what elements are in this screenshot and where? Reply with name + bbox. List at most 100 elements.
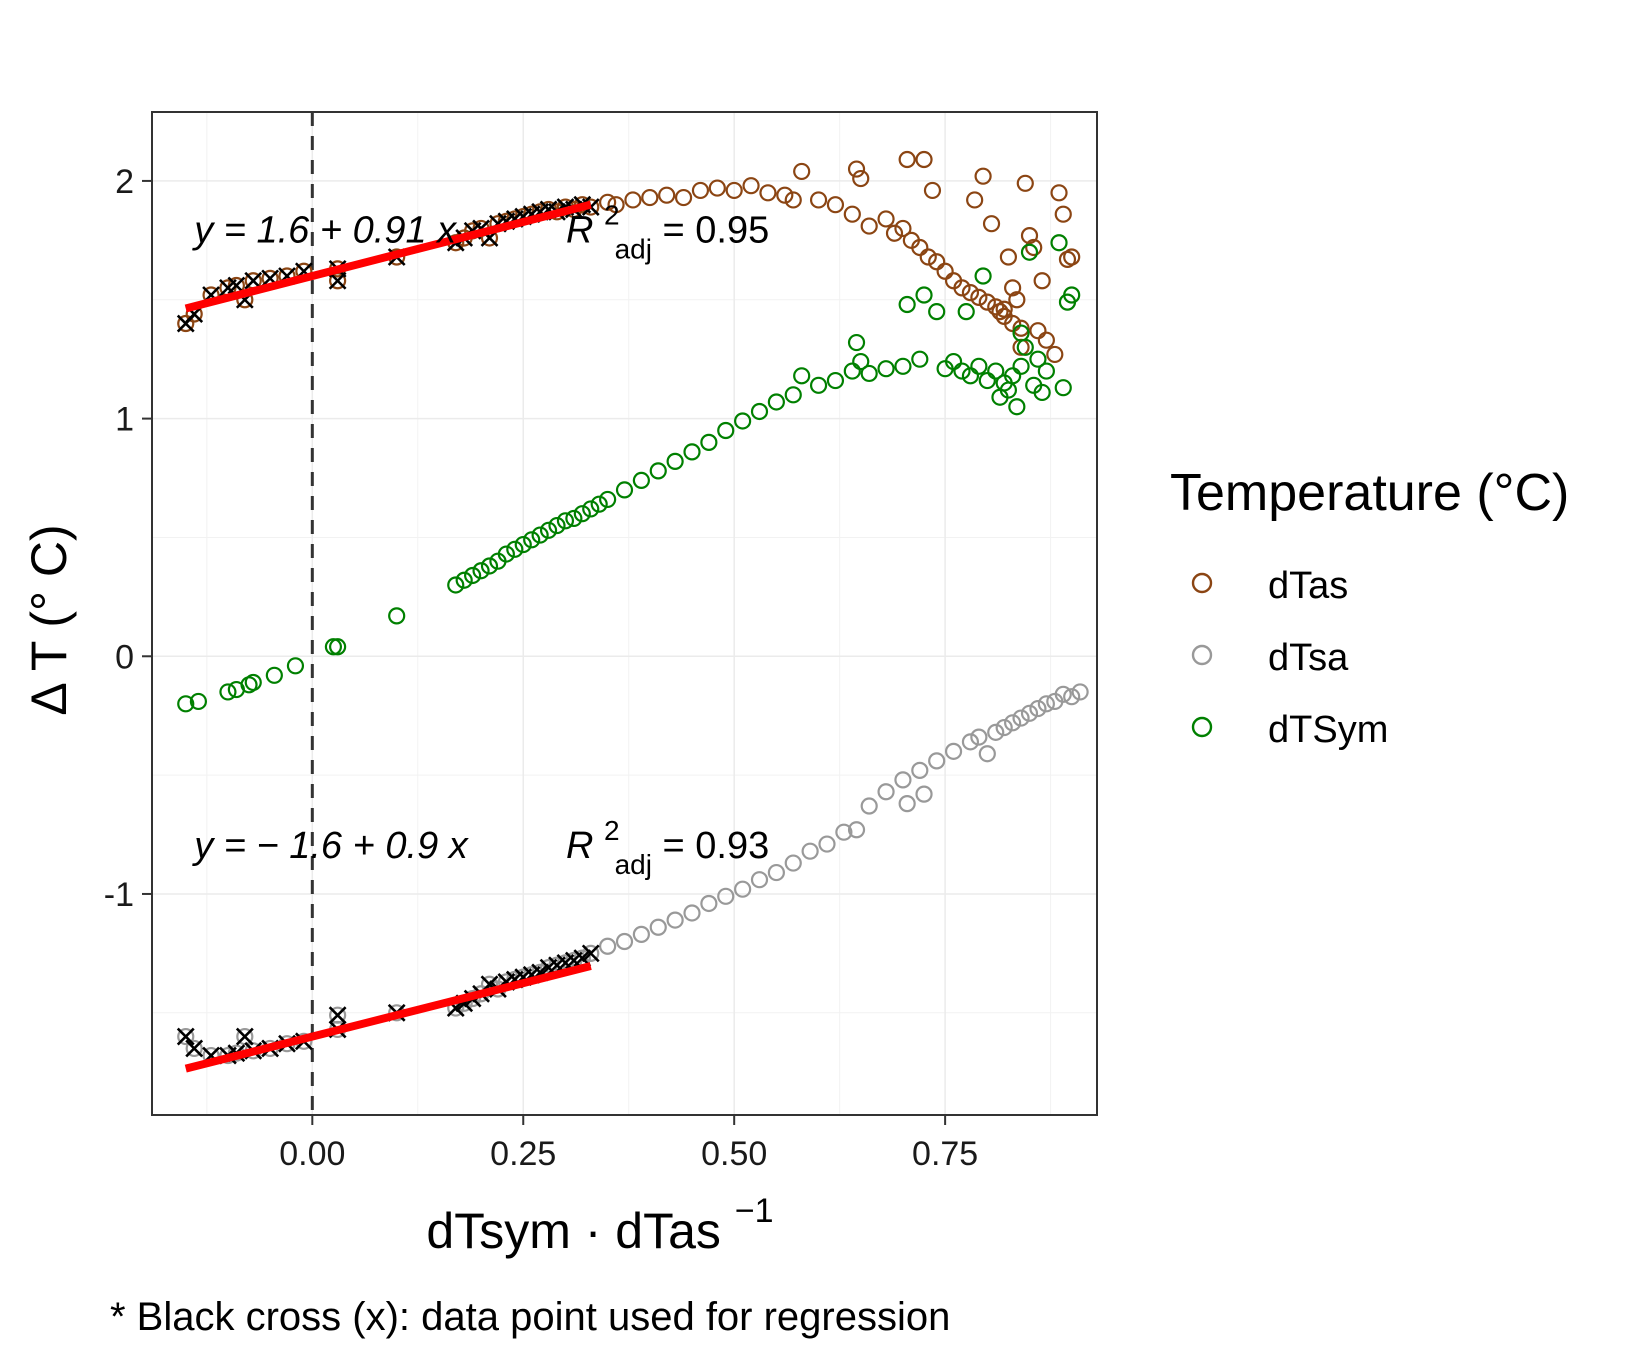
plot-panel	[151, 111, 1098, 1116]
point-dTSym	[265, 666, 283, 684]
point-dTas	[641, 188, 659, 207]
legend-key-dTsa	[1191, 644, 1213, 666]
r2-prefix: R	[566, 825, 593, 867]
point-dTas	[953, 279, 971, 297]
point-dTSym	[974, 267, 992, 285]
point-dTSym	[953, 362, 971, 380]
point-dTSym	[1029, 350, 1047, 368]
x-axis-title-sup: −1	[735, 1192, 774, 1230]
point-dTsa	[860, 797, 878, 815]
point-dTas	[1025, 238, 1043, 257]
plot-border	[151, 111, 1098, 1116]
regression-cross-dTsa	[176, 1027, 195, 1046]
point-dTSym	[1012, 357, 1030, 375]
point-dTSym	[189, 692, 208, 711]
point-dTas	[936, 262, 954, 280]
point-dTsa	[894, 771, 912, 789]
regression-cross-dTsa	[581, 944, 600, 963]
point-dTSym	[219, 683, 237, 701]
annotation-y-var: y = 1.6 + 0.91 x	[191, 209, 458, 251]
point-dTsa	[717, 887, 735, 905]
point-dTSym	[915, 286, 933, 304]
point-dTSym	[700, 433, 718, 451]
point-dTsa	[970, 728, 988, 746]
y-tick-label: 0	[115, 638, 134, 676]
point-dTsa	[734, 880, 752, 898]
r2-sup: 2	[604, 199, 620, 230]
point-dTsa	[1071, 683, 1089, 701]
point-dTSym	[957, 303, 975, 321]
point-dTsa	[683, 904, 701, 922]
point-dTSym	[826, 371, 845, 390]
point-dTsa	[185, 1039, 203, 1058]
point-dTsa	[784, 854, 802, 872]
point-dTSym	[388, 607, 406, 625]
point-dTas	[919, 248, 937, 266]
point-dTSym	[911, 350, 929, 368]
point-dTSym	[1020, 243, 1039, 261]
point-dTSym	[480, 557, 499, 575]
point-dTSym	[852, 352, 870, 371]
point-dTsa	[835, 823, 853, 841]
legend-label-dTas: dTas	[1268, 565, 1348, 607]
legend: Temperature (°C) dTas dTsa dTSym	[1170, 464, 1569, 751]
point-dTas	[177, 314, 195, 333]
y-tick-label: -1	[104, 876, 134, 914]
point-dTas	[987, 298, 1005, 316]
point-dTSym	[784, 386, 802, 404]
point-dTSym	[734, 412, 752, 430]
point-dTSym	[1054, 379, 1072, 397]
point-dTSym	[615, 481, 634, 499]
point-dTSym	[455, 571, 473, 589]
point-dTsa	[177, 1027, 195, 1046]
point-dTsa	[987, 723, 1005, 741]
point-dTas	[877, 210, 895, 228]
point-dTas	[847, 160, 866, 178]
point-dTsa	[632, 925, 650, 943]
point-dTas	[1029, 322, 1047, 340]
point-dTSym	[970, 357, 988, 375]
point-dTas	[599, 193, 617, 211]
point-dTsa	[1004, 714, 1022, 732]
legend-label-dTsa: dTsa	[1268, 637, 1349, 679]
point-dTas	[995, 300, 1013, 318]
point-dTas	[852, 169, 870, 188]
point-dTas	[708, 179, 726, 197]
r2-sup: 2	[604, 815, 620, 846]
y-axis-title: Δ T (° C)	[21, 524, 77, 715]
point-dTSym	[531, 526, 549, 544]
point-dTas	[970, 288, 988, 306]
point-dTas	[826, 196, 845, 214]
point-dTas	[915, 150, 933, 169]
point-dTas	[674, 188, 693, 207]
point-dTSym	[793, 367, 811, 385]
legend-key-dTSym	[1191, 716, 1213, 738]
point-dTas	[898, 150, 916, 169]
point-dTSym	[582, 500, 600, 518]
point-dTsa	[911, 761, 929, 779]
point-dTsa	[649, 918, 667, 936]
point-dTas	[974, 167, 992, 185]
point-dTSym	[599, 490, 617, 509]
point-dTas	[1033, 272, 1051, 290]
point-dTSym	[978, 371, 996, 390]
point-dTas	[1046, 345, 1064, 364]
point-dTSym	[472, 562, 490, 580]
point-dTSym	[244, 673, 262, 692]
point-dTas	[999, 248, 1018, 266]
point-dTSym	[809, 376, 828, 394]
regression-annotation-lower: y = − 1.6 + 0.9 x	[191, 825, 470, 867]
point-dTSym	[1037, 362, 1055, 380]
point-dTsa	[961, 733, 980, 751]
regression-cross-dTsa	[235, 1027, 254, 1046]
point-dTas	[1016, 174, 1034, 192]
point-dTsa	[1012, 709, 1030, 727]
x-axis-title: dTsym · dTas −1	[426, 1192, 773, 1259]
r2-sub: adj	[615, 849, 652, 880]
point-dTSym	[573, 505, 591, 523]
point-dTas	[1050, 184, 1068, 202]
point-dTas	[809, 191, 828, 209]
point-dTas	[1004, 279, 1022, 297]
point-dTas	[966, 191, 984, 209]
